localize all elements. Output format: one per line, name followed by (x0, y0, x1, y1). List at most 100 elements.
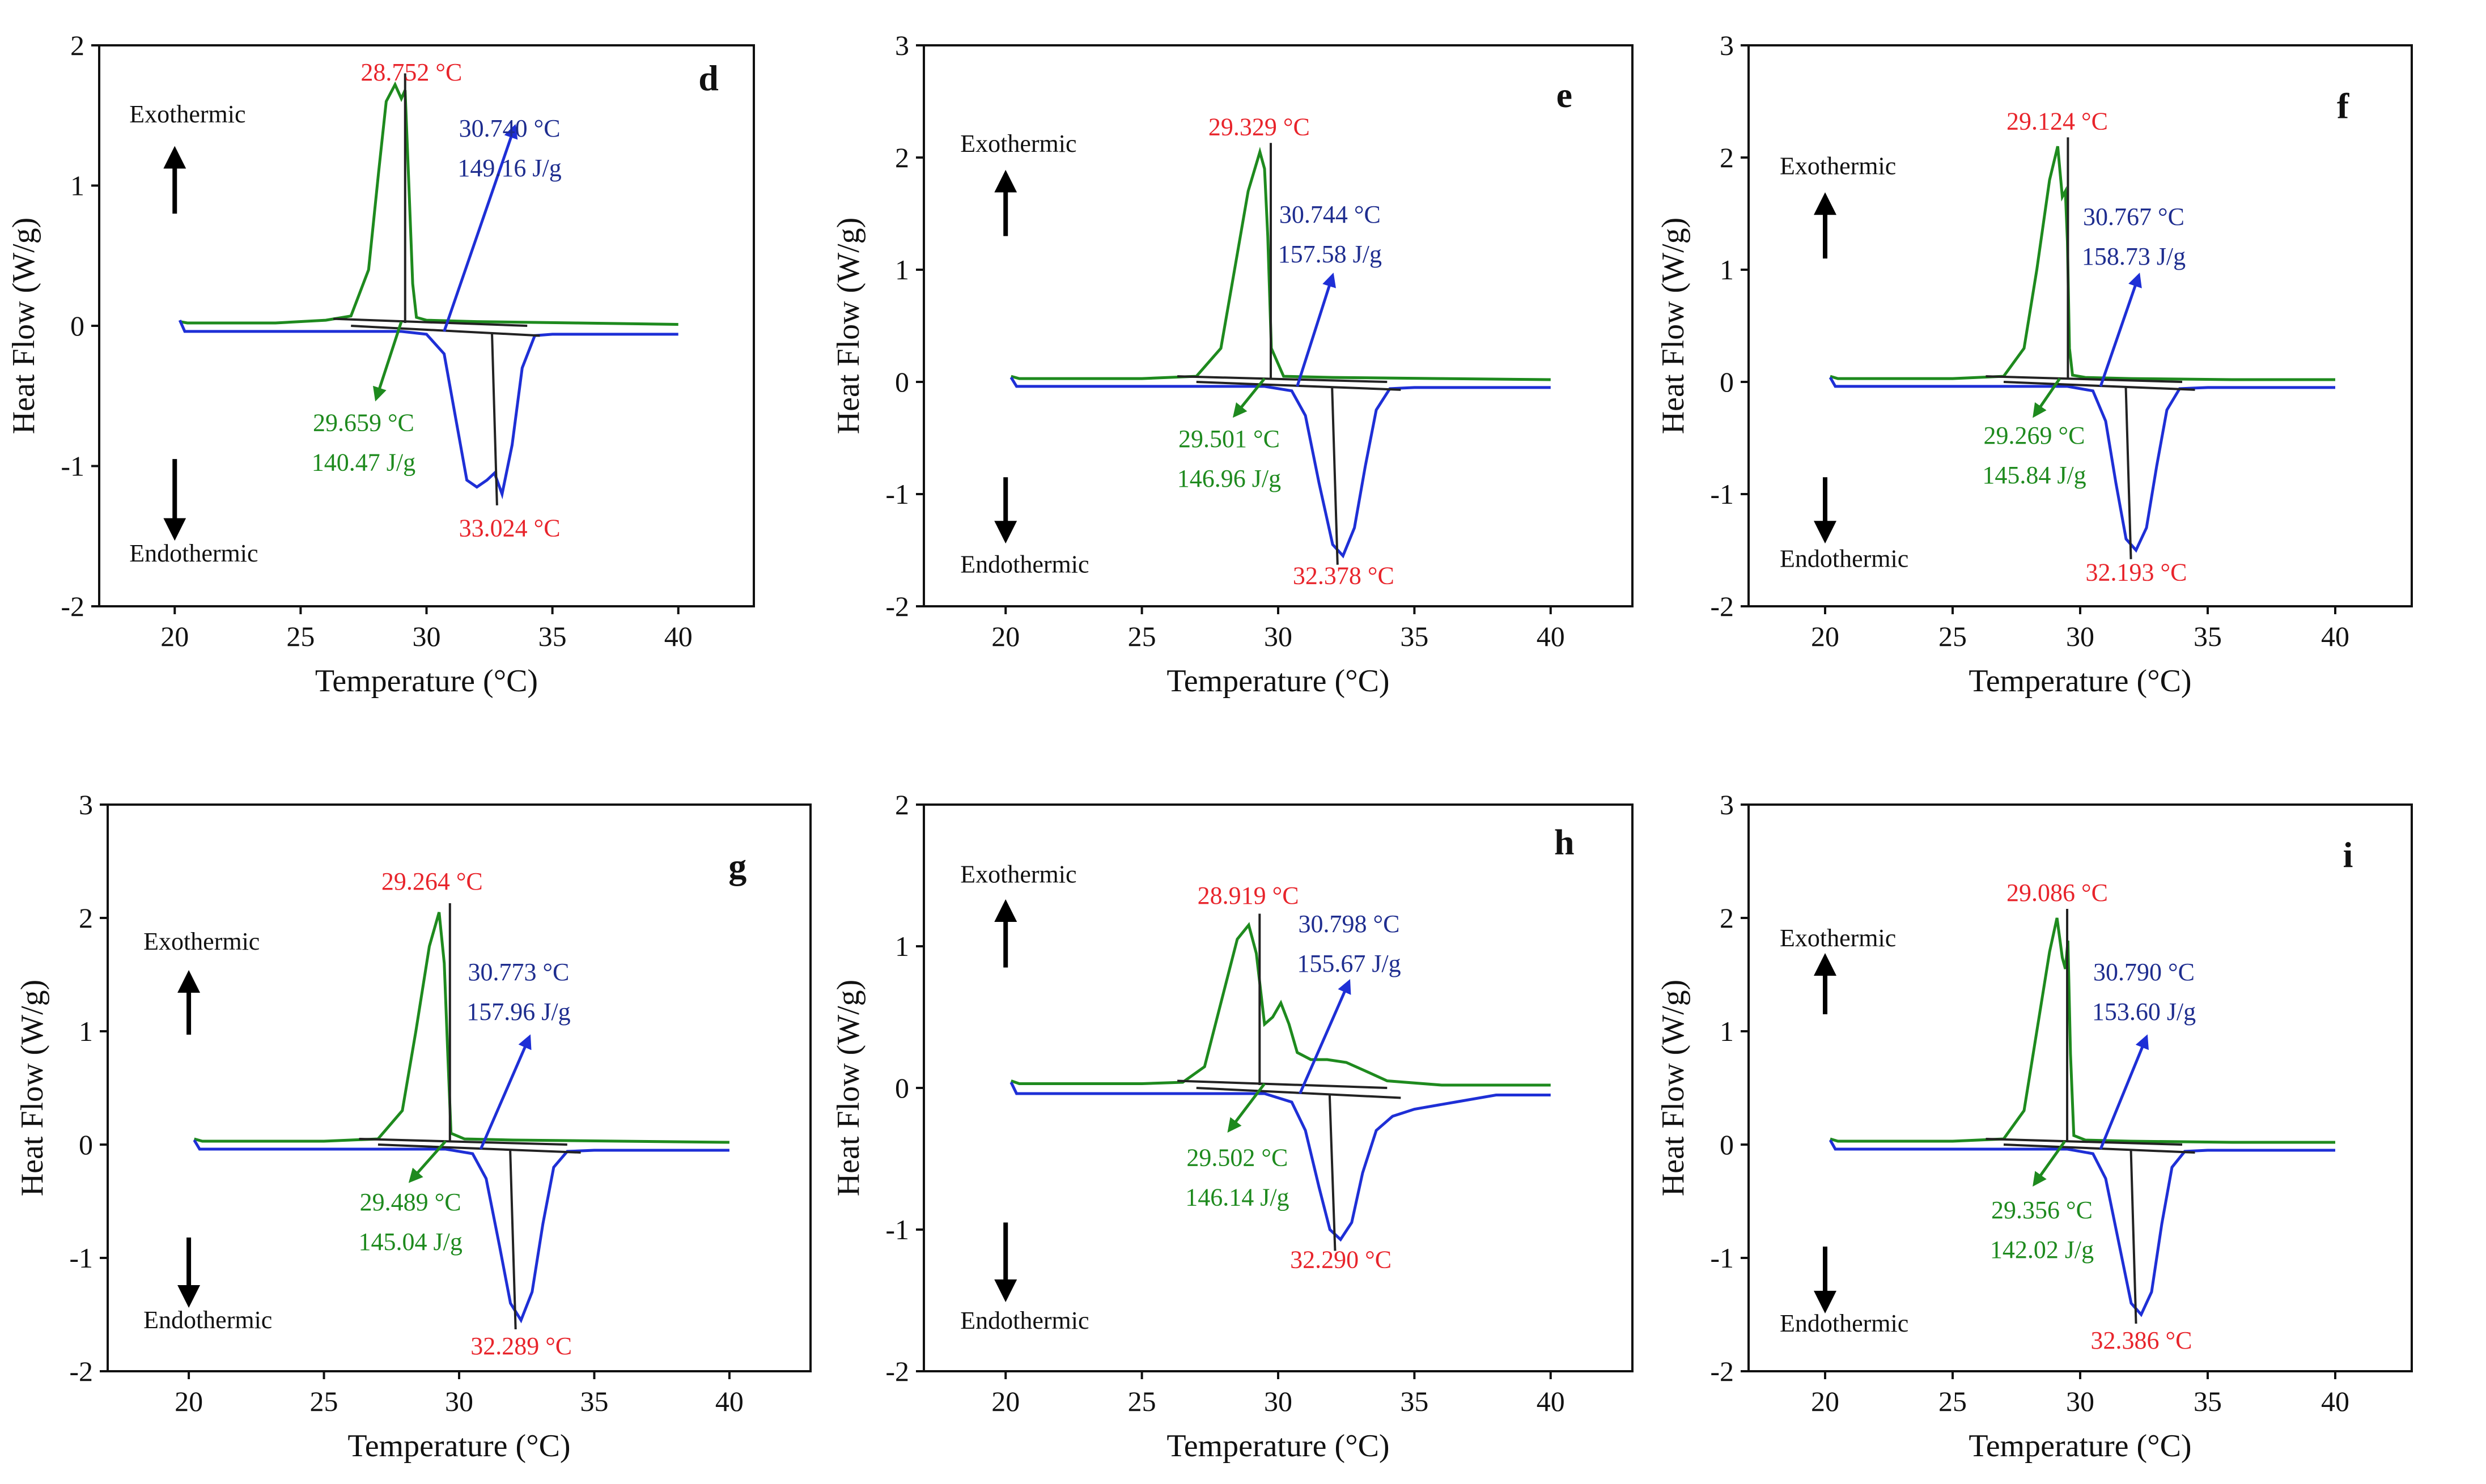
exothermic-label: Exothermic (143, 928, 260, 955)
panel-letter: d (698, 58, 719, 98)
x-tick-label: 20 (1811, 620, 1839, 652)
y-tick-label: 0 (895, 366, 909, 398)
panel-letter: g (728, 846, 746, 886)
panel-i: 20 25 30 35 40 -2 -1 0 1 2 3 Temperature (°C) Heat F… (1656, 789, 2413, 1464)
x-tick-label: 40 (2321, 620, 2349, 652)
y-axis-label: Heat Flow (W/g) (15, 980, 50, 1197)
heating-enthalpy-label: 158.73 J/g (2082, 243, 2186, 270)
x-tick-label: 40 (1537, 620, 1565, 652)
cooling-onset-label: 29.502 °C (1186, 1144, 1288, 1172)
y-tick-label: -1 (885, 478, 909, 510)
y-tick-label: -1 (885, 1214, 909, 1245)
y-tick-label: -1 (69, 1242, 93, 1274)
cooling-baseline (333, 317, 528, 327)
endothermic-label: Endothermic (129, 539, 258, 567)
cooling-enthalpy-label: 140.47 J/g (312, 449, 415, 477)
x-tick-label: 25 (310, 1385, 338, 1417)
endothermic-label: Endothermic (1780, 545, 1908, 573)
panel-f: 20 25 30 35 40 -2 -1 0 1 2 3 Temperature (°C) Heat F… (1656, 29, 2413, 699)
exothermic-label: Exothermic (129, 100, 245, 128)
heating-peak-label: 32.289 °C (470, 1332, 572, 1360)
cooling-enthalpy-label: 146.96 J/g (1177, 465, 1281, 492)
panel-letter: h (1554, 822, 1575, 862)
heating-curve (178, 320, 678, 500)
y-tick-label: 2 (79, 902, 93, 934)
cooling-peak-label: 28.752 °C (360, 58, 462, 86)
y-tick-label: 1 (1720, 1015, 1734, 1047)
heating-enthalpy-label: 155.67 J/g (1297, 950, 1401, 977)
y-tick-label: 3 (895, 29, 909, 61)
x-axis-label: Temperature (°C) (1969, 664, 2191, 699)
endothermic-label: Endothermic (960, 551, 1089, 579)
heating-onset-arrow (1299, 979, 1351, 1095)
y-tick-label: 1 (1720, 254, 1734, 286)
cooling-onset-arrow (408, 1140, 447, 1183)
y-axis-label: Heat Flow (W/g) (831, 218, 866, 435)
x-tick-label: 35 (538, 620, 567, 652)
cooling-curve (179, 81, 678, 326)
heating-onset-arrow (443, 124, 518, 332)
cooling-enthalpy-label: 145.84 J/g (1982, 461, 2086, 489)
panel-d: 20 25 30 35 40 -2 -1 0 1 2 Temperature (°C) Heat Fl… (6, 29, 755, 699)
y-axis-label: Heat Flow (W/g) (1656, 980, 1691, 1197)
x-tick-label: 30 (413, 620, 441, 652)
x-tick-label: 30 (1264, 1385, 1292, 1417)
y-axis-label: Heat Flow (W/g) (6, 218, 41, 435)
y-tick-label: 2 (895, 142, 909, 173)
x-tick-label: 30 (445, 1385, 473, 1417)
y-tick-label: 3 (79, 789, 93, 820)
x-tick-label: 35 (2194, 620, 2222, 652)
heating-onset-label: 30.767 °C (2083, 203, 2184, 231)
x-tick-label: 20 (160, 620, 189, 652)
panel-letter: f (2337, 86, 2349, 126)
cooling-onset-arrow (1232, 377, 1266, 418)
y-tick-label: -2 (885, 590, 909, 622)
y-tick-label: 1 (70, 170, 84, 202)
cooling-enthalpy-label: 145.04 J/g (358, 1228, 462, 1256)
heating-onset-label: 30.744 °C (1279, 201, 1381, 228)
heating-onset-arrow (1296, 273, 1336, 387)
x-tick-label: 25 (1938, 620, 1967, 652)
cooling-onset-arrow (1227, 1082, 1266, 1133)
exothermic-label: Exothermic (1780, 152, 1896, 180)
cooling-onset-label: 29.489 °C (360, 1188, 461, 1216)
heating-peak-label: 32.386 °C (2091, 1326, 2192, 1354)
heating-onset-label: 30.740 °C (459, 114, 561, 142)
x-axis-label: Temperature (°C) (1166, 1428, 1389, 1464)
heating-baseline (377, 1143, 581, 1154)
heating-enthalpy-label: 153.60 J/g (2092, 998, 2196, 1026)
heating-onset-arrow (2099, 273, 2142, 387)
cooling-baseline (359, 1138, 567, 1146)
cooling-baseline (1177, 375, 1388, 383)
y-tick-label: 1 (79, 1015, 93, 1047)
y-tick-label: -2 (1710, 1355, 1734, 1387)
x-tick-label: 25 (286, 620, 315, 652)
heating-onset-label: 30.798 °C (1299, 910, 1400, 938)
y-tick-label: -1 (1710, 478, 1734, 510)
y-tick-label: 3 (1720, 789, 1734, 820)
x-tick-label: 30 (2066, 620, 2094, 652)
heating-curve (193, 1139, 729, 1324)
endothermic-label: Endothermic (1780, 1309, 1908, 1337)
y-axis-label: Heat Flow (W/g) (831, 980, 866, 1197)
x-tick-label: 25 (1128, 620, 1156, 652)
cooling-enthalpy-label: 142.02 J/g (1990, 1236, 2094, 1264)
heating-peak-line (1328, 1095, 1337, 1251)
x-tick-label: 30 (2066, 1385, 2094, 1417)
x-tick-label: 25 (1128, 1385, 1156, 1417)
heating-peak-line (2124, 387, 2132, 559)
panel-g: 20 25 30 35 40 -2 -1 0 1 2 3 Temperature (°C) Heat F… (15, 789, 812, 1464)
heating-onset-arrow (2099, 1034, 2149, 1150)
y-tick-label: -1 (61, 450, 84, 482)
cooling-onset-label: 29.659 °C (313, 409, 414, 437)
x-tick-label: 30 (1264, 620, 1292, 652)
heating-curve (1009, 1081, 1551, 1242)
cooling-onset-label: 29.269 °C (1984, 422, 2085, 449)
panel-e: 20 25 30 35 40 -2 -1 0 1 2 3 Temperature (°C) Heat F… (831, 29, 1634, 699)
heating-enthalpy-label: 157.58 J/g (1278, 240, 1382, 268)
heating-onset-arrow (479, 1034, 532, 1150)
x-tick-label: 35 (2194, 1385, 2222, 1417)
x-tick-label: 40 (715, 1385, 744, 1417)
cooling-curve (1830, 917, 2335, 1144)
y-axis-label: Heat Flow (W/g) (1656, 218, 1691, 435)
